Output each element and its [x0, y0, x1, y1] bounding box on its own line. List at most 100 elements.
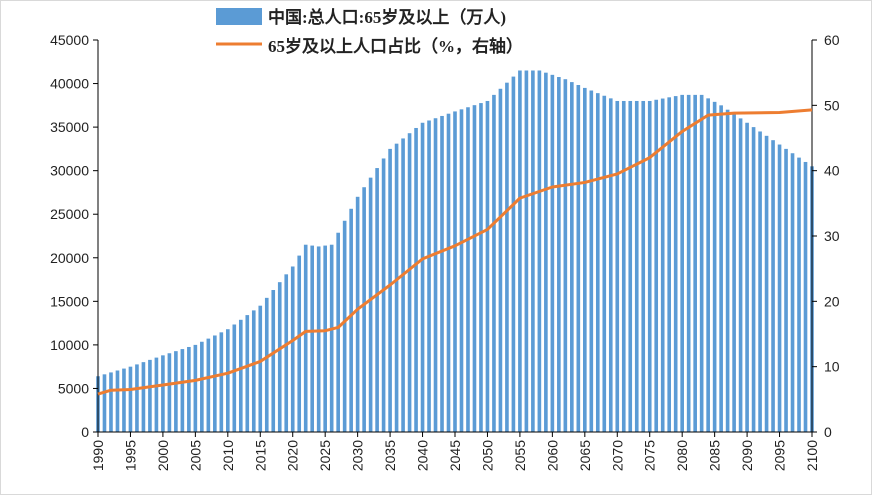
bar-2035 — [388, 148, 392, 432]
bar-2009 — [219, 332, 224, 432]
bar-2098 — [797, 157, 801, 432]
bar-2052 — [498, 88, 503, 432]
x-tick-label: 2065 — [577, 440, 593, 471]
bar-2020 — [290, 266, 295, 432]
bar-2023 — [310, 245, 315, 432]
bar-2094 — [771, 140, 775, 432]
bar-2029 — [349, 208, 353, 432]
bar-2061 — [557, 77, 561, 433]
bar-2003 — [180, 349, 185, 432]
left-axis-ticks: 0 5000 10000 15000 20000 25000 30000 35000 40000… — [50, 32, 98, 440]
left-tick-label: 35000 — [50, 119, 89, 135]
right-tick-label: 0 — [824, 424, 832, 440]
bar-2049 — [479, 103, 483, 432]
bar-2092 — [758, 131, 762, 432]
bar-2004 — [187, 346, 191, 432]
left-tick-label: 5000 — [58, 380, 89, 396]
bar-2019 — [284, 274, 289, 432]
bar-2062 — [563, 79, 568, 432]
left-tick-label: 45000 — [50, 32, 89, 48]
x-tick-label: 2010 — [220, 440, 236, 471]
bar-2058 — [537, 70, 542, 433]
x-tick-label: 2060 — [544, 440, 560, 471]
bar-2096 — [784, 148, 788, 432]
bar-2093 — [764, 135, 769, 432]
bar-2000 — [161, 355, 165, 432]
bar-2041 — [427, 120, 431, 433]
bar-2055 — [518, 70, 522, 433]
bar-2097 — [790, 153, 795, 433]
bar-2027 — [336, 232, 340, 432]
left-tick-label: 15000 — [50, 293, 89, 309]
bar-2033 — [375, 168, 379, 433]
bar-2044 — [446, 113, 451, 432]
bar-2059 — [544, 72, 548, 433]
bar-2036 — [394, 143, 399, 432]
bar-2065 — [583, 87, 587, 432]
bar-2037 — [401, 138, 405, 432]
right-tick-label: 20 — [824, 293, 840, 309]
legend-bar-label: 中国:总人口:65岁及以上（万人) — [268, 7, 506, 27]
x-tick-label: 2030 — [350, 440, 366, 471]
x-tick-label: 2100 — [804, 440, 820, 471]
x-tick-label: 2055 — [512, 440, 528, 471]
bar-2030 — [355, 196, 360, 432]
bar-2043 — [440, 115, 444, 433]
bar-2066 — [589, 90, 594, 433]
bar-2010 — [226, 329, 230, 432]
right-axis-ticks: 0 10 20 30 40 50 60 — [812, 32, 840, 440]
bar-2090 — [745, 122, 749, 432]
left-tick-label: 25000 — [50, 206, 89, 222]
bar-2099 — [803, 161, 808, 432]
left-tick-label: 0 — [81, 424, 89, 440]
bar-2008 — [213, 335, 217, 432]
x-tick-label: 2020 — [285, 440, 301, 471]
bar-2072 — [628, 100, 633, 432]
bar-2088 — [732, 114, 736, 432]
bar-1993 — [115, 370, 120, 432]
bar-2021 — [297, 255, 302, 432]
x-tick-label: 2015 — [252, 440, 268, 471]
bar-2087 — [725, 109, 730, 432]
bar-1996 — [135, 364, 139, 432]
bar-1991 — [102, 374, 107, 432]
bar-2047 — [466, 107, 470, 432]
bar-2017 — [271, 290, 276, 432]
bar-2014 — [251, 310, 256, 432]
bar-2089 — [738, 118, 743, 433]
bar-2005 — [193, 344, 198, 432]
x-tick-label: 1995 — [122, 440, 138, 471]
bar-2079 — [673, 96, 678, 432]
bar-2053 — [505, 82, 509, 433]
bar-2015 — [258, 305, 263, 432]
bar-2056 — [524, 70, 529, 433]
bar-2064 — [576, 85, 581, 432]
bar-2016 — [264, 297, 269, 432]
left-tick-label: 40000 — [50, 76, 89, 92]
right-tick-label: 10 — [824, 359, 840, 375]
bar-2018 — [277, 282, 282, 432]
bar-2024 — [316, 246, 321, 432]
bar-2042 — [433, 118, 438, 432]
x-tick-label: 2045 — [447, 440, 463, 471]
bar-2050 — [485, 100, 490, 432]
bar-2039 — [414, 127, 418, 432]
left-tick-label: 20000 — [50, 250, 89, 266]
bar-2048 — [472, 105, 477, 432]
right-tick-label: 60 — [824, 32, 840, 48]
bar-2051 — [492, 94, 496, 432]
bar-1997 — [141, 362, 146, 432]
bar-2084 — [706, 98, 710, 433]
x-tick-label: 2085 — [707, 440, 723, 471]
bar-2032 — [368, 177, 373, 432]
bar-2077 — [660, 98, 665, 432]
right-tick-label: 40 — [824, 163, 840, 179]
bar-2026 — [329, 244, 334, 432]
right-tick-label: 30 — [824, 228, 840, 244]
bar-2013 — [245, 315, 250, 432]
bar-2076 — [654, 99, 659, 432]
bar-2011 — [232, 324, 237, 432]
right-tick-label: 50 — [824, 97, 840, 113]
bar-2085 — [712, 101, 717, 432]
